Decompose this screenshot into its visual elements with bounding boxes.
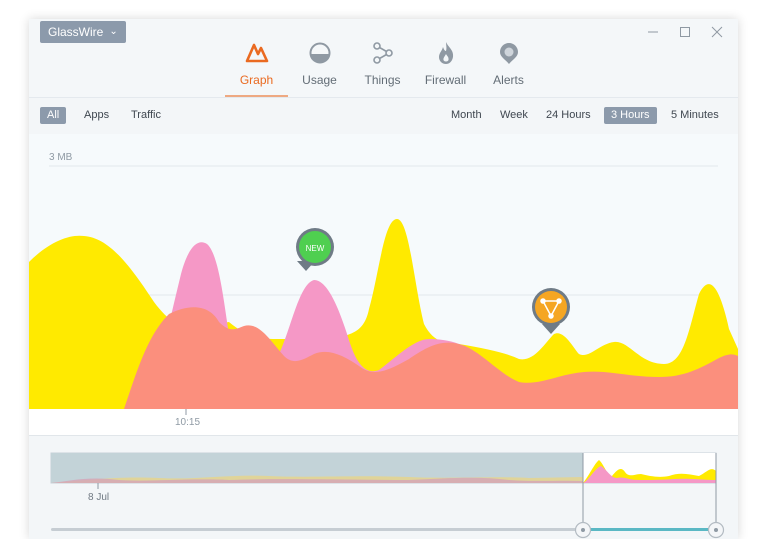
close-button[interactable] (710, 25, 724, 39)
alert-device-icon (540, 298, 562, 319)
tab-alerts[interactable]: Alerts (477, 37, 540, 97)
overview-canvas (50, 452, 717, 531)
overview-outgoing-trace (51, 477, 583, 483)
close-icon (711, 26, 723, 38)
minimize-icon (648, 31, 658, 33)
outgoing-salmon-area (124, 307, 738, 409)
maximize-icon (680, 27, 690, 37)
traffic-graph-canvas: NEW (29, 165, 738, 409)
window-controls (646, 25, 724, 39)
tab-graph[interactable]: Graph (225, 37, 288, 97)
tab-things-label: Things (364, 73, 401, 87)
tab-usage-label: Usage (302, 73, 337, 87)
filter-apps-button[interactable]: Apps (84, 109, 110, 121)
maximize-button[interactable] (678, 25, 692, 39)
minimize-button[interactable] (646, 25, 660, 39)
time-axis-label: 10:15 (175, 417, 201, 428)
overview-date-label: 8 Jul (88, 492, 110, 503)
new-badge-label: NEW (306, 244, 325, 253)
timeline-overview: 8 Jul (29, 436, 738, 539)
alerts-icon (495, 39, 523, 67)
new-app-marker[interactable]: NEW (296, 228, 334, 271)
tab-firewall-label: Firewall (424, 73, 467, 87)
filter-traffic-button[interactable]: Traffic (131, 109, 161, 121)
graph-icon (243, 39, 271, 67)
tab-alerts-label: Alerts (493, 73, 524, 87)
range-3-hours-button[interactable]: 3 Hours (604, 107, 657, 124)
range-5-minutes-button[interactable]: 5 Minutes (671, 109, 719, 121)
overview-selected-outgoing (583, 466, 716, 483)
chevron-down-icon: ⌄ (109, 26, 118, 37)
title-bar: GlassWire ⌄ Graph (29, 19, 738, 97)
range-week-button[interactable]: Week (500, 109, 528, 121)
usage-icon (306, 39, 334, 67)
filter-toolbar: All Apps Traffic Month Week 24 Hours 3 H… (29, 97, 738, 135)
range-start-handle[interactable] (574, 521, 592, 539)
overview-selected-incoming (583, 460, 716, 483)
alert-marker[interactable] (532, 288, 570, 334)
tab-usage[interactable]: Usage (288, 37, 351, 97)
traffic-graph[interactable]: NEW 3 MB (29, 134, 738, 409)
firewall-icon (432, 39, 460, 67)
scroll-track (51, 528, 583, 531)
things-icon (369, 39, 397, 67)
y-axis-max-label: 3 MB (49, 152, 73, 163)
range-month-button[interactable]: Month (451, 109, 482, 121)
tab-things[interactable]: Things (351, 37, 414, 97)
main-tabs: Graph Usage Things Firewall (225, 37, 540, 97)
tab-firewall[interactable]: Firewall (414, 37, 477, 97)
app-menu-button[interactable]: GlassWire ⌄ (40, 21, 126, 43)
range-end-handle[interactable] (707, 521, 725, 539)
filter-all-button[interactable]: All (40, 107, 67, 124)
tab-graph-label: Graph (239, 73, 274, 87)
range-24-hours-button[interactable]: 24 Hours (546, 109, 591, 121)
scroll-selection-bar (583, 528, 716, 531)
glasswire-window: GlassWire ⌄ Graph (29, 19, 738, 539)
time-axis: 10:15 (29, 409, 738, 436)
app-menu-label: GlassWire (48, 25, 104, 39)
